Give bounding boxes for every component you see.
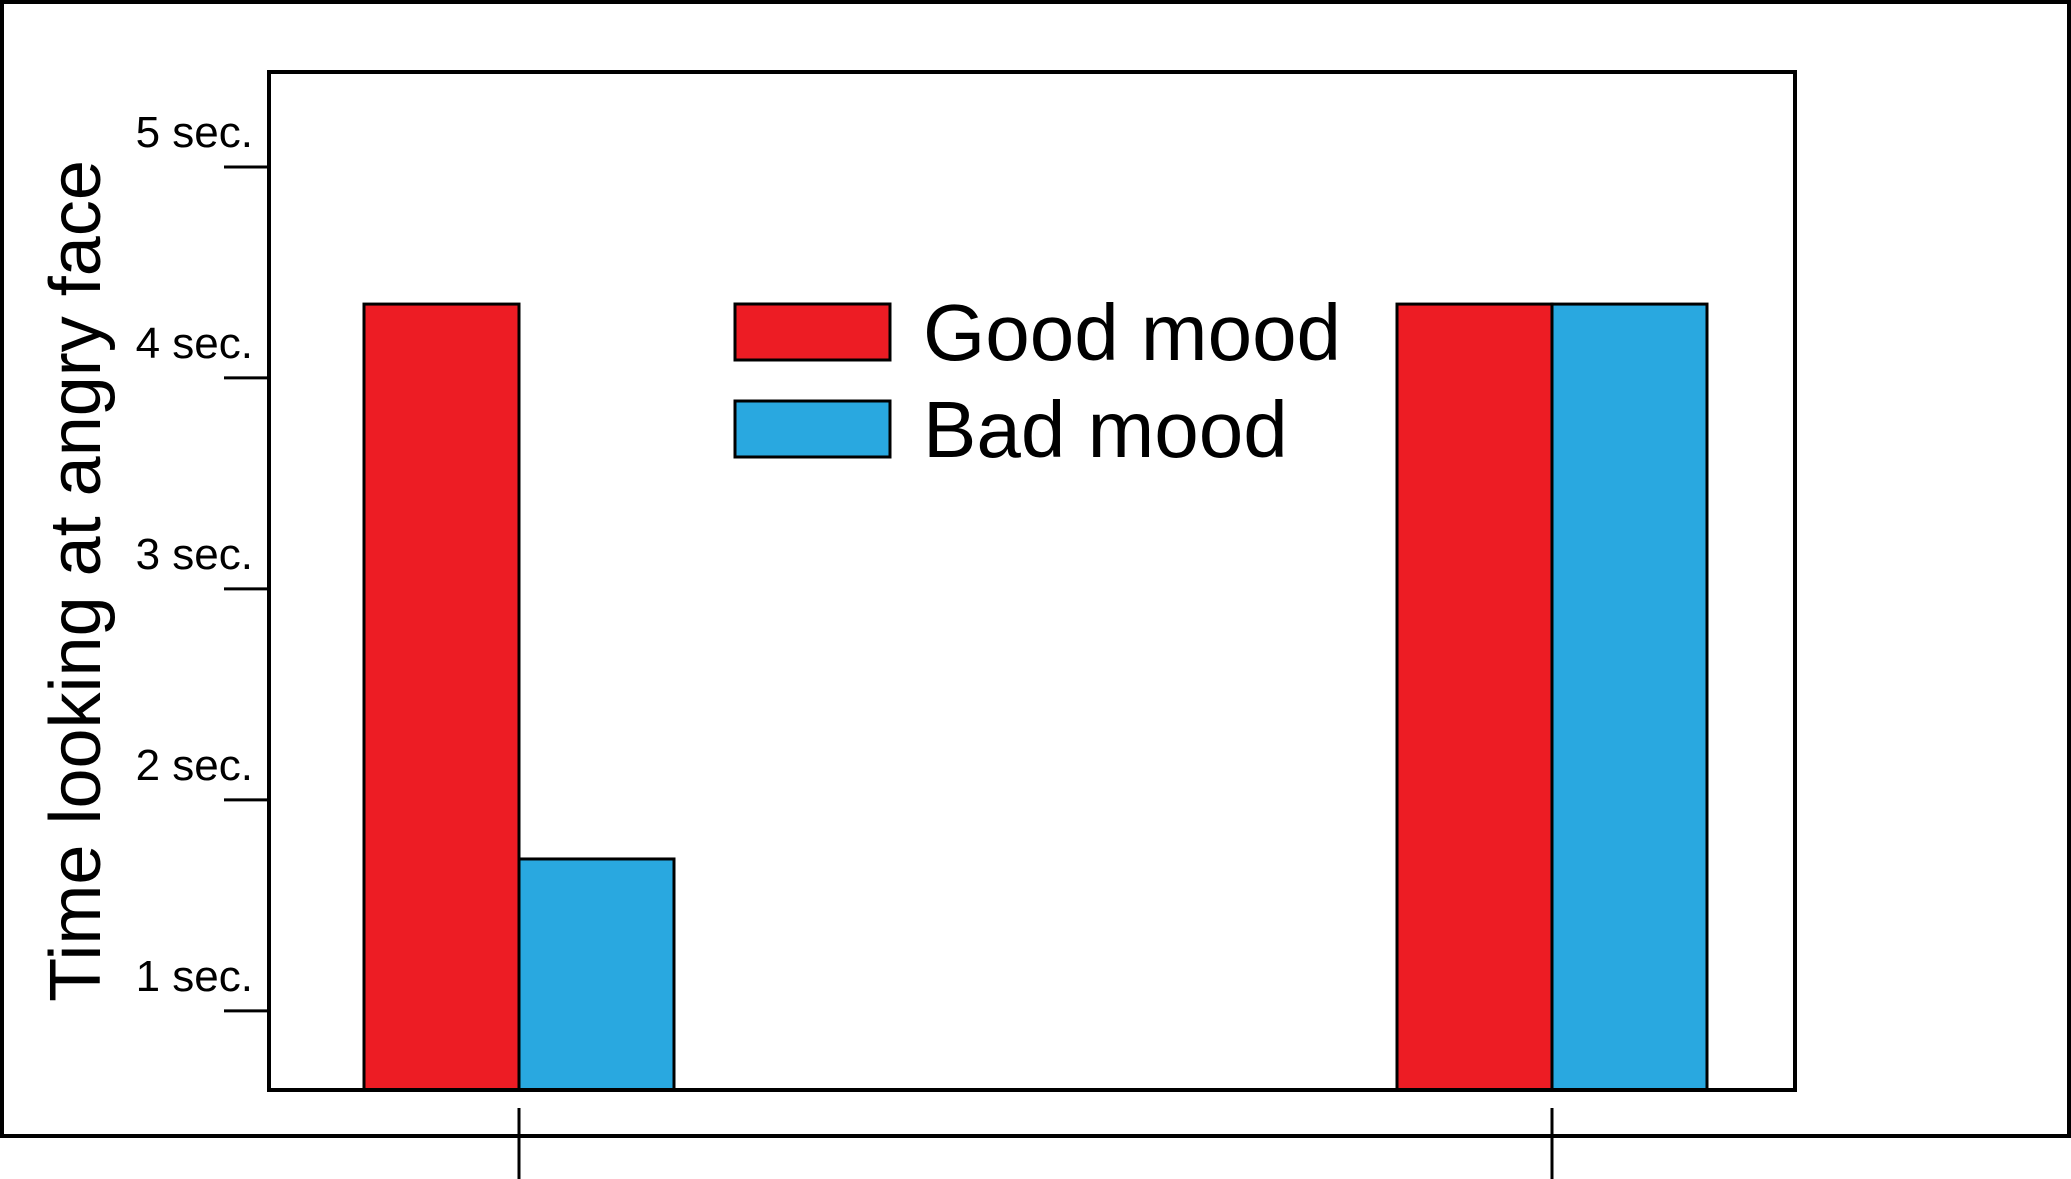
y-tick-label: 4 sec.	[136, 319, 253, 368]
legend-label: Good mood	[923, 288, 1341, 377]
plot-area-frame	[267, 70, 1797, 1092]
y-tick-label: 2 sec.	[136, 741, 253, 790]
y-axis-title: Time looking at angry face	[36, 160, 116, 1002]
bar-bad-mood	[517, 857, 676, 1092]
bar-bad-mood	[1550, 302, 1709, 1092]
y-tick-label: 1 sec.	[136, 952, 253, 1001]
bar-good-mood	[1395, 302, 1554, 1092]
legend-swatch-good-mood	[733, 302, 892, 362]
y-tick-label: 3 sec.	[136, 530, 253, 579]
legend-swatch-bad-mood	[733, 399, 892, 459]
legend-label: Bad mood	[923, 385, 1288, 474]
y-tick-label: 5 sec.	[136, 108, 253, 157]
bar-good-mood	[362, 302, 521, 1092]
outer-frame	[0, 0, 2071, 1138]
